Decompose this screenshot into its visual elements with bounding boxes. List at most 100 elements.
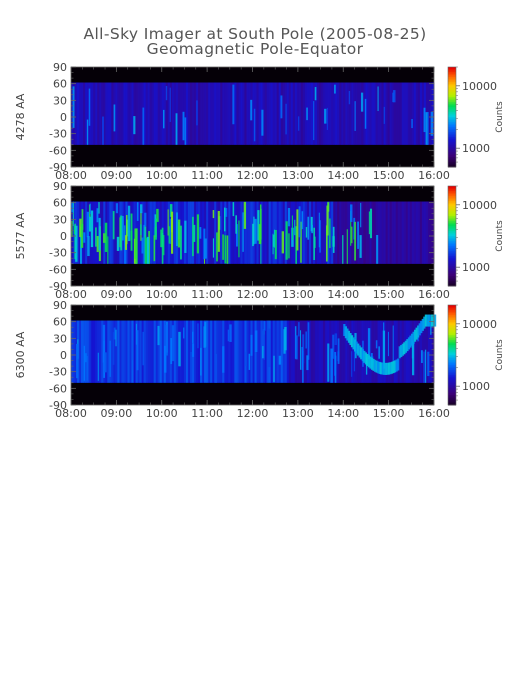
intensity-column [85, 320, 88, 383]
auroral-streak [300, 330, 302, 370]
colorbar-segment [448, 311, 456, 314]
intensity-column [369, 82, 372, 145]
intensity-column [240, 82, 243, 145]
auroral-streak [393, 90, 396, 103]
colorbar-segment [448, 371, 456, 374]
intensity-column [335, 201, 338, 264]
intensity-column [181, 320, 185, 383]
auroral-streak [235, 215, 237, 234]
intensity-column [89, 320, 92, 383]
auroral-streak [157, 325, 160, 346]
intensity-column [208, 320, 211, 383]
colorbar-segment [448, 331, 456, 334]
auroral-streak [337, 338, 340, 364]
intensity-column [208, 82, 211, 145]
intensity-column [196, 320, 199, 383]
auroral-streak [427, 351, 430, 377]
arc-feature [378, 361, 381, 374]
arc-feature [374, 359, 377, 372]
y-tick-label: 60 [53, 197, 67, 210]
intensity-column [177, 82, 181, 145]
colorbar-segment [448, 197, 456, 200]
intensity-column [419, 201, 423, 264]
intensity-column [206, 82, 209, 145]
intensity-column [163, 82, 167, 145]
intensity-column [107, 82, 110, 145]
intensity-column [337, 82, 340, 145]
intensity-column [234, 82, 237, 145]
arc-feature [397, 358, 400, 371]
auroral-streak [263, 334, 265, 360]
colorbar-segment [448, 160, 456, 163]
auroral-streak [287, 207, 291, 227]
intensity-column [232, 320, 235, 383]
intensity-column [260, 320, 263, 383]
auroral-streak [200, 347, 202, 376]
colorbar-frame [447, 185, 457, 287]
intensity-column [181, 201, 185, 264]
auroral-streak [143, 226, 147, 238]
colorbar-segment [448, 143, 456, 146]
intensity-column [103, 82, 106, 145]
colorbar-title: Counts [495, 339, 505, 371]
intensity-column [280, 320, 284, 383]
x-tick-label: 14:00 [327, 169, 359, 182]
intensity-column [248, 82, 251, 145]
colorbar-segment [448, 103, 456, 106]
colorbar-segment [448, 128, 456, 131]
intensity-column [272, 320, 276, 383]
colorbar-segment [448, 386, 456, 389]
intensity-column [113, 201, 116, 264]
intensity-column [403, 201, 407, 264]
auroral-streak [353, 337, 356, 372]
intensity-column [246, 320, 249, 383]
auroral-streak [296, 209, 299, 251]
auroral-streak [263, 321, 266, 331]
colorbar-segment [448, 98, 456, 101]
intensity-column [107, 201, 110, 264]
intensity-column [365, 201, 368, 264]
auroral-streak [212, 210, 215, 219]
arc-feature [409, 335, 412, 348]
colorbar-segment [448, 117, 456, 120]
auroral-streak [177, 219, 181, 248]
intensity-column [99, 320, 102, 383]
intensity-column [103, 201, 106, 264]
auroral-streak [423, 107, 426, 133]
intensity-column [228, 320, 231, 383]
chart-title: All-Sky Imager at South Pole (2005-08-25… [83, 25, 427, 43]
intensity-column [292, 201, 296, 264]
intensity-column [153, 82, 157, 145]
intensity-column [264, 201, 268, 264]
colorbar-segment [448, 142, 456, 145]
arc-feature [347, 330, 351, 343]
intensity-column [411, 82, 415, 145]
intensity-column [224, 201, 227, 264]
auroral-streak [305, 227, 308, 238]
arc-feature [389, 362, 392, 375]
colorbar-segment [448, 330, 456, 333]
intensity-column [415, 320, 419, 383]
intensity-column [427, 320, 431, 383]
colorbar-segment [448, 163, 456, 166]
intensity-column [93, 82, 96, 145]
auroral-streak [285, 103, 287, 135]
auroral-streak [301, 211, 304, 230]
auroral-streak [133, 116, 136, 135]
colorbar-segment [448, 148, 456, 151]
auroral-streak [258, 224, 262, 245]
intensity-column [157, 320, 161, 383]
intensity-column [343, 201, 346, 264]
intensity-column [115, 320, 118, 383]
intensity-column [401, 82, 405, 145]
intensity-column [224, 320, 227, 383]
colorbar-segment [448, 370, 456, 373]
intensity-column [127, 82, 130, 145]
auroral-streak [81, 209, 84, 230]
colorbar-segment [448, 80, 456, 83]
colorbar-segment [448, 212, 456, 215]
colorbar-segment [448, 204, 456, 207]
